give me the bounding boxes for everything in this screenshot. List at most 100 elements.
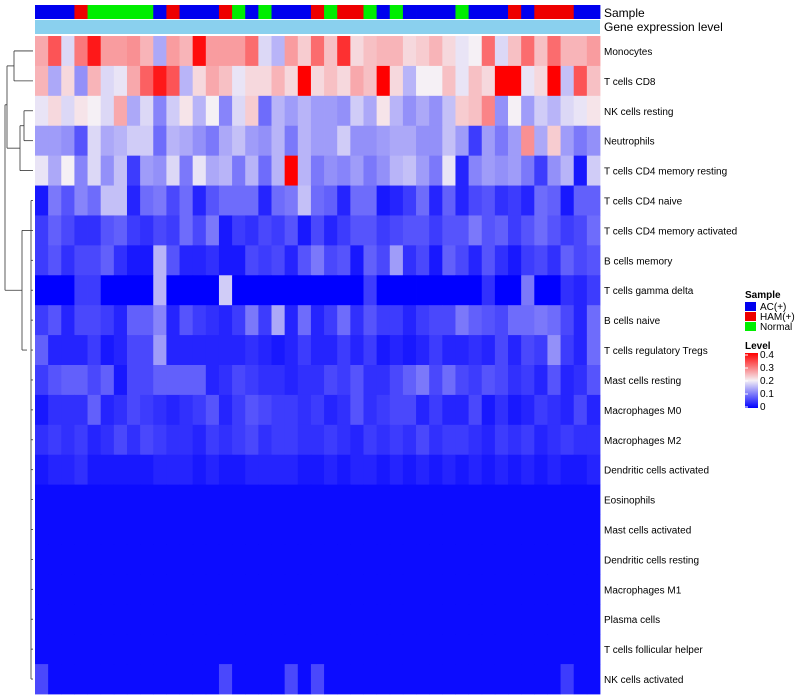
heatmap-cell bbox=[416, 66, 430, 96]
heatmap-cell bbox=[337, 305, 351, 335]
sample-annotation-cell bbox=[377, 5, 391, 19]
heatmap-cell bbox=[298, 275, 312, 305]
heatmap-cell bbox=[219, 66, 233, 96]
heatmap-cell bbox=[74, 36, 88, 66]
heatmap-cell bbox=[74, 604, 88, 634]
heatmap-cell bbox=[127, 156, 141, 186]
heatmap-cell bbox=[324, 664, 338, 694]
heatmap-cell bbox=[219, 275, 233, 305]
heatmap-cell bbox=[61, 604, 75, 634]
heatmap-cell bbox=[272, 664, 286, 694]
heatmap-cell bbox=[469, 544, 483, 574]
heatmap-cell bbox=[232, 485, 246, 515]
heatmap-cell bbox=[311, 245, 325, 275]
heatmap-cell bbox=[455, 365, 469, 395]
heatmap-cell bbox=[48, 515, 62, 545]
heatmap-cell bbox=[245, 36, 259, 66]
sample-annotation-cell bbox=[403, 5, 417, 19]
heatmap-cell bbox=[416, 335, 430, 365]
heatmap-cell bbox=[574, 485, 588, 515]
heatmap-cell bbox=[311, 365, 325, 395]
heatmap-cell bbox=[561, 425, 575, 455]
heatmap-cell bbox=[442, 455, 456, 485]
heatmap-cell bbox=[245, 335, 259, 365]
heatmap-cell bbox=[574, 36, 588, 66]
heatmap-cell bbox=[140, 186, 154, 216]
heatmap-cell bbox=[403, 126, 417, 156]
heatmap-cell bbox=[48, 455, 62, 485]
heatmap-cell bbox=[258, 215, 272, 245]
heatmap-cell bbox=[574, 305, 588, 335]
heatmap-cell bbox=[153, 544, 167, 574]
heatmap-cell bbox=[153, 36, 167, 66]
heatmap-cell bbox=[193, 305, 207, 335]
heatmap-cell bbox=[272, 245, 286, 275]
heatmap-cell bbox=[114, 574, 128, 604]
heatmap-cell bbox=[350, 395, 364, 425]
heatmap-cell bbox=[521, 96, 535, 126]
heatmap-cell bbox=[429, 275, 443, 305]
heatmap-cell bbox=[127, 604, 141, 634]
heatmap-cell bbox=[429, 455, 443, 485]
heatmap-cell bbox=[547, 574, 561, 604]
heatmap-cell bbox=[495, 245, 509, 275]
heatmap-cell bbox=[127, 455, 141, 485]
heatmap-cell bbox=[350, 455, 364, 485]
row-label: T cells gamma delta bbox=[604, 286, 694, 297]
heatmap-cell bbox=[48, 245, 62, 275]
heatmap-cell bbox=[219, 365, 233, 395]
heatmap-cell bbox=[482, 634, 496, 664]
heatmap-cell bbox=[88, 215, 102, 245]
heatmap-cell bbox=[429, 126, 443, 156]
heatmap-cell bbox=[561, 245, 575, 275]
row-label: T cells CD8 bbox=[604, 77, 656, 88]
heatmap-cell bbox=[442, 544, 456, 574]
heatmap-cell bbox=[350, 664, 364, 694]
heatmap-cell bbox=[298, 574, 312, 604]
heatmap-cell bbox=[377, 215, 391, 245]
heatmap-cell bbox=[272, 305, 286, 335]
heatmap-cell bbox=[455, 515, 469, 545]
heatmap-cell bbox=[88, 604, 102, 634]
heatmap-cell bbox=[272, 66, 286, 96]
heatmap-cell bbox=[311, 455, 325, 485]
heatmap-cell bbox=[193, 365, 207, 395]
heatmap-cell bbox=[561, 156, 575, 186]
heatmap-cell bbox=[390, 455, 404, 485]
heatmap-cell bbox=[101, 186, 115, 216]
heatmap-cell bbox=[258, 245, 272, 275]
heatmap-cell bbox=[114, 395, 128, 425]
heatmap-cell bbox=[547, 455, 561, 485]
heatmap-cell bbox=[219, 215, 233, 245]
heatmap-cell bbox=[442, 36, 456, 66]
heatmap-cell bbox=[140, 515, 154, 545]
heatmap-cell bbox=[166, 574, 180, 604]
heatmap-cell bbox=[363, 305, 377, 335]
heatmap-cell bbox=[521, 395, 535, 425]
heatmap-cell bbox=[495, 186, 509, 216]
heatmap-cell bbox=[587, 156, 601, 186]
sample-annotation-cell bbox=[127, 5, 141, 19]
heatmap-cell bbox=[127, 96, 141, 126]
heatmap-cell bbox=[180, 186, 194, 216]
heatmap-cell bbox=[416, 365, 430, 395]
heatmap-cell bbox=[587, 664, 601, 694]
heatmap-cell bbox=[482, 544, 496, 574]
heatmap-cell bbox=[469, 305, 483, 335]
heatmap-cell bbox=[35, 36, 49, 66]
heatmap-cell bbox=[114, 156, 128, 186]
heatmap-cell bbox=[561, 36, 575, 66]
heatmap-cell bbox=[350, 574, 364, 604]
heatmap-cell bbox=[547, 664, 561, 694]
heatmap-cell bbox=[61, 395, 75, 425]
heatmap-cell bbox=[245, 365, 259, 395]
heatmap-cell bbox=[363, 96, 377, 126]
heatmap-cell bbox=[429, 335, 443, 365]
heatmap-cell bbox=[35, 275, 49, 305]
heatmap-cell bbox=[377, 604, 391, 634]
heatmap-cell bbox=[377, 156, 391, 186]
heatmap-cell bbox=[482, 604, 496, 634]
sample-annotation-cell bbox=[587, 5, 601, 19]
heatmap-cell bbox=[153, 305, 167, 335]
heatmap-cell bbox=[206, 485, 220, 515]
